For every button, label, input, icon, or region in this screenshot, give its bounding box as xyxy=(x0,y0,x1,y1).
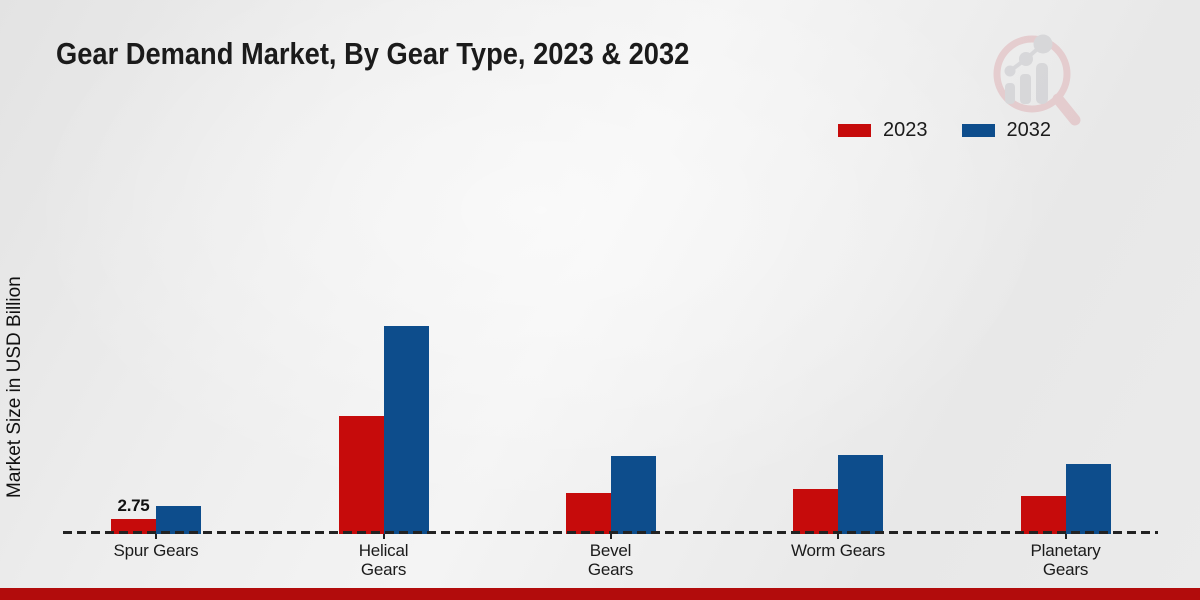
bar-2032-helical-gears xyxy=(383,325,429,534)
bar-2023-spur-gears xyxy=(111,519,156,534)
x-axis-tick-planetary-gears xyxy=(1064,534,1067,539)
legend-label-2023: 2023 xyxy=(883,119,928,141)
magnifier-bar-chart-logo-icon xyxy=(993,34,1081,126)
category-label-helical-gears: Helical Gears xyxy=(358,541,409,579)
value-label-2023-spur-gears: 2.75 xyxy=(117,496,150,516)
category-label-planetary-gears: Planetary Gears xyxy=(1030,541,1101,579)
category-label-bevel-gears: Bevel Gears xyxy=(587,541,634,579)
legend-swatch-2032 xyxy=(961,124,995,137)
bar-2023-worm-gears xyxy=(793,488,838,534)
legend-item-2023: 2023 xyxy=(838,119,928,142)
category-label-worm-gears: Worm Gears xyxy=(790,541,886,560)
bar-2032-planetary-gears xyxy=(1065,463,1111,534)
x-axis-tick-worm-gears xyxy=(837,534,839,539)
x-axis-baseline xyxy=(63,531,1158,534)
bar-2023-helical-gears xyxy=(338,416,384,534)
x-axis-tick-helical-gears xyxy=(382,534,385,539)
bar-2023-bevel-gears xyxy=(565,492,611,534)
chart-title: Gear Demand Market, By Gear Type, 2023 &… xyxy=(56,36,690,71)
bar-2032-worm-gears xyxy=(838,454,883,534)
bar-2032-bevel-gears xyxy=(610,456,656,534)
bottom-red-strip xyxy=(0,588,1200,600)
x-axis-tick-spur-gears xyxy=(155,534,157,539)
bar-2032-spur-gears xyxy=(156,506,201,534)
legend-label-2032: 2032 xyxy=(1006,119,1052,141)
category-label-spur-gears: Spur Gears xyxy=(113,541,199,560)
legend-swatch-2023 xyxy=(838,124,871,137)
bar-2023-planetary-gears xyxy=(1020,496,1066,534)
legend: 2023 2032 xyxy=(838,119,1051,142)
x-axis-tick-bevel-gears xyxy=(609,534,612,539)
legend-item-2032: 2032 xyxy=(961,119,1052,142)
